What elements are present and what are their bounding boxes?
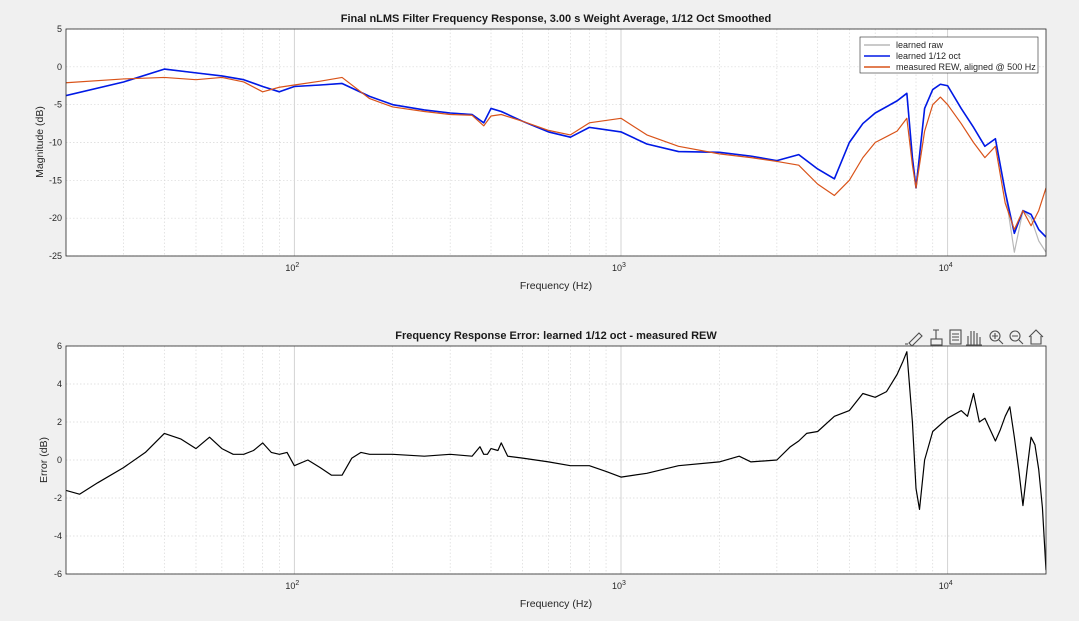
zoom-out-icon[interactable] — [1009, 330, 1024, 345]
series-line-learned-1-12-oct — [66, 68, 1046, 238]
magnitude-y-tick-label: -25 — [49, 251, 62, 261]
error-x-tick-label: 104 — [939, 580, 953, 591]
magnitude-x-axis-label: Frequency (Hz) — [520, 280, 592, 292]
axes-toolbar[interactable] — [905, 329, 1044, 347]
zoom-in-icon[interactable] — [989, 330, 1004, 345]
magnitude-y-tick-label: -20 — [49, 213, 62, 223]
error-x-axis-label: Frequency (Hz) — [520, 598, 592, 610]
magnitude-y-axis-label: Magnitude (dB) — [34, 106, 46, 178]
magnitude-y-tick-label: 0 — [57, 62, 62, 72]
magnitude-legend[interactable]: learned raw learned 1/12 oct measured RE… — [859, 36, 1039, 74]
error-y-tick-label: -2 — [54, 493, 62, 503]
error-axes[interactable]: 6 4 2 0 -2 -4 -6 102 103 104 Frequency Response … — [38, 330, 1047, 610]
legend-entry-learned-smoothed: learned 1/12 oct — [896, 51, 961, 61]
magnitude-y-tick-label: -15 — [49, 175, 62, 185]
magnitude-y-ticks: 5 0 -5 -10 -15 -20 -25 — [49, 24, 62, 261]
magnitude-x-ticks: 102 103 104 — [285, 262, 952, 273]
magnitude-x-tick-label: 102 — [285, 262, 299, 273]
magnitude-axes[interactable]: 5 0 -5 -10 -15 -20 -25 102 103 104 Final nLMS Fi… — [34, 13, 1047, 292]
magnitude-y-tick-label: -5 — [54, 100, 62, 110]
error-y-tick-label: 6 — [57, 341, 62, 351]
error-y-axis-label: Error (dB) — [38, 437, 50, 483]
error-y-tick-label: 0 — [57, 455, 62, 465]
error-y-tick-label: 4 — [57, 379, 62, 389]
error-chart-title: Frequency Response Error: learned 1/12 o… — [395, 330, 717, 342]
error-y-tick-label: -4 — [54, 531, 62, 541]
magnitude-y-tick-label: 5 — [57, 24, 62, 34]
data-tips-icon[interactable] — [930, 329, 943, 346]
error-series-group — [66, 351, 1046, 571]
error-x-tick-label: 103 — [612, 580, 626, 591]
legend-entry-learned-raw: learned raw — [896, 40, 944, 50]
home-icon[interactable] — [1028, 329, 1044, 345]
legend-entry-measured-rew: measured REW, aligned @ 500 Hz — [896, 62, 1036, 72]
pan-hand-icon[interactable] — [966, 331, 982, 346]
error-y-ticks: 6 4 2 0 -2 -4 -6 — [54, 341, 62, 579]
magnitude-x-tick-label: 104 — [939, 262, 953, 273]
edit-icon[interactable] — [949, 329, 962, 345]
error-x-ticks: 102 103 104 — [285, 580, 952, 591]
magnitude-series-group — [66, 68, 1046, 253]
series-line-measured-rew-aligned-500-hz — [66, 76, 1046, 231]
error-y-tick-label: -6 — [54, 569, 62, 579]
magnitude-y-tick-label: -10 — [49, 138, 62, 148]
brush-icon[interactable] — [905, 332, 923, 347]
series-line-error — [66, 351, 1046, 571]
error-y-tick-label: 2 — [57, 417, 62, 427]
magnitude-chart-title: Final nLMS Filter Frequency Response, 3.… — [341, 13, 772, 25]
magnitude-x-tick-label: 103 — [612, 262, 626, 273]
error-x-tick-label: 102 — [285, 580, 299, 591]
